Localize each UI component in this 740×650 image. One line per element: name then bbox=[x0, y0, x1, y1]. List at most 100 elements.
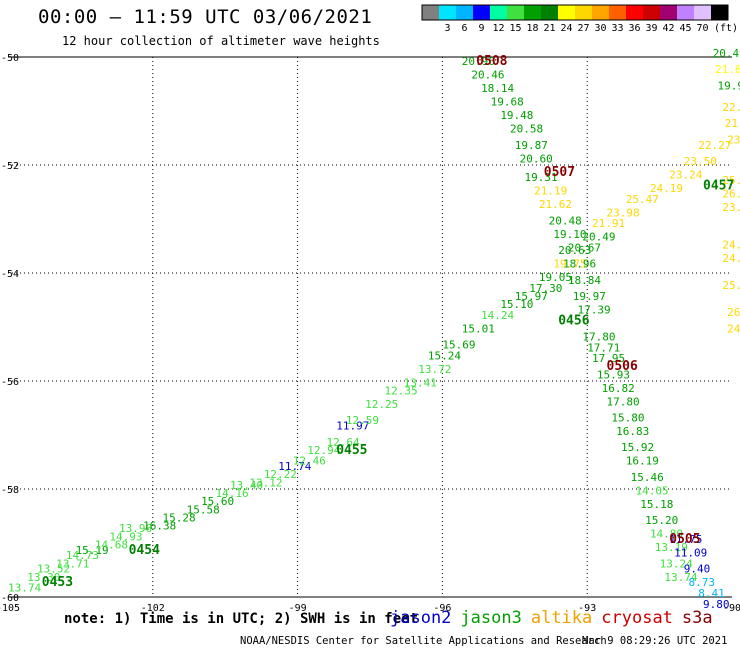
swh-value: 13.74 bbox=[8, 582, 41, 595]
swh-value: 20.67 bbox=[568, 241, 601, 254]
footnote: note: 1) Time is in UTC; 2) SWH is in fe… bbox=[64, 611, 419, 627]
time-label: 0505 bbox=[669, 532, 700, 547]
swh-value: 16.83 bbox=[616, 425, 649, 438]
swh-value: 26.64 bbox=[727, 306, 740, 319]
swh-value: 21.65 bbox=[715, 63, 740, 76]
swh-value: 13.40 bbox=[230, 479, 263, 492]
satellite-legend: jason2 jason3 altika cryosat s3a bbox=[390, 608, 722, 628]
swh-value: 9.80 bbox=[703, 598, 730, 611]
swh-value: 12.25 bbox=[365, 398, 398, 411]
swh-value: 17.71 bbox=[587, 341, 620, 354]
swh-value: 15.24 bbox=[428, 349, 461, 362]
swh-value: 15.69 bbox=[442, 339, 475, 352]
x-axis-ticks: -105 -102 -99 -96 -93 -90 bbox=[0, 603, 740, 614]
colorbar-label: 18 bbox=[526, 23, 538, 34]
x-tick-label: -93 bbox=[578, 603, 596, 614]
swh-value: 15.97 bbox=[515, 290, 548, 303]
swh-value: 21.19 bbox=[534, 185, 567, 198]
colorbar-label: 39 bbox=[645, 23, 657, 34]
swh-value: 15.28 bbox=[162, 511, 195, 524]
swh-value: 15.80 bbox=[611, 412, 644, 425]
y-axis-ticks: -60 -58 -56 -54 -52 -50 bbox=[1, 53, 19, 604]
swh-value: 8.41 bbox=[698, 587, 725, 600]
colorbar-label: 33 bbox=[611, 23, 623, 34]
generated-date: Mar 9 08:29:26 UTC 2021 bbox=[582, 635, 728, 647]
y-tick-label: -60 bbox=[1, 593, 19, 604]
colorbar-label: 12 bbox=[492, 23, 504, 34]
y-tick-label: -54 bbox=[1, 269, 19, 280]
x-tick-label: -99 bbox=[289, 603, 307, 614]
swh-value: 20.49 bbox=[582, 231, 615, 244]
chart-subtitle: 12 hour collection of altimeter wave hei… bbox=[62, 34, 380, 48]
swh-value: 11.09 bbox=[674, 547, 707, 560]
colorbar-label: 36 bbox=[628, 23, 640, 34]
swh-value: 14.16 bbox=[216, 487, 249, 500]
swh-value: 14.73 bbox=[66, 549, 99, 562]
y-tick-label: -58 bbox=[1, 485, 19, 496]
swh-value: 12.59 bbox=[346, 414, 379, 427]
swh-value: 19.31 bbox=[524, 171, 557, 184]
swh-value: 13.12 bbox=[249, 476, 282, 489]
time-label: 0508 bbox=[476, 54, 507, 69]
colorbar-swatch bbox=[575, 5, 592, 20]
swh-value: 23.50 bbox=[684, 155, 717, 168]
swh-value: 11.75 bbox=[669, 533, 702, 546]
swh-value: 15.19 bbox=[76, 544, 109, 557]
time-label: 0454 bbox=[129, 543, 160, 558]
colorbar-swatch bbox=[626, 5, 643, 20]
y-tick-label: -52 bbox=[1, 161, 19, 172]
swh-value: 15.01 bbox=[462, 322, 495, 335]
time-label: 0455 bbox=[336, 443, 367, 458]
time-label: 0506 bbox=[607, 359, 638, 374]
legend-s3a: s3a bbox=[681, 608, 713, 628]
swh-value: 14.93 bbox=[109, 530, 142, 543]
colorbar-swatch bbox=[660, 5, 677, 20]
wave-height-labels: 13.7413.3013.5213.7114.7315.1914.6814.93… bbox=[8, 47, 740, 611]
colorbar-swatch bbox=[643, 5, 660, 20]
swh-value: 23.94 bbox=[722, 201, 740, 214]
colorbar-swatch bbox=[677, 5, 694, 20]
swh-value: 17.30 bbox=[529, 282, 562, 295]
swh-value: 17.95 bbox=[592, 352, 625, 365]
swh-value: 9.40 bbox=[684, 563, 711, 576]
swh-value: 19.05 bbox=[539, 271, 572, 284]
swh-value: 19.10 bbox=[553, 228, 586, 241]
legend-jason3: jason3 bbox=[460, 608, 522, 628]
time-label: 0456 bbox=[558, 313, 589, 328]
swh-value: 15.60 bbox=[201, 495, 234, 508]
swh-value: 19.97 bbox=[573, 290, 606, 303]
colorbar-label: 15 bbox=[509, 23, 521, 34]
swh-value: 18.14 bbox=[481, 82, 514, 95]
swh-value: 13.72 bbox=[418, 363, 451, 376]
swh-value: 21.47 bbox=[725, 117, 740, 130]
x-tick-label: -90 bbox=[723, 603, 740, 614]
swh-value: 20.63 bbox=[558, 244, 591, 257]
swh-value: 16.82 bbox=[602, 382, 635, 395]
swh-value: 22.27 bbox=[698, 139, 731, 152]
swh-value: 17.80 bbox=[607, 395, 640, 408]
y-tick-label: -56 bbox=[1, 377, 19, 388]
swh-value: 15.93 bbox=[597, 368, 630, 381]
swh-value: 21.62 bbox=[539, 198, 572, 211]
x-tick-label: -102 bbox=[141, 603, 165, 614]
swh-value: 20.48 bbox=[549, 214, 582, 227]
colorbar-swatch bbox=[422, 5, 439, 20]
colorbar-swatch bbox=[711, 5, 728, 20]
colorbar-label: 70 bbox=[696, 23, 708, 34]
swh-value: 13.19 bbox=[655, 541, 688, 554]
x-tick-label: -105 bbox=[0, 603, 20, 614]
colorbar-border bbox=[421, 4, 729, 21]
swh-value: 18.96 bbox=[563, 258, 596, 271]
swh-value: 19.48 bbox=[500, 109, 533, 122]
time-label: 0507 bbox=[544, 165, 575, 180]
wave-height-colorbar: 3 6 9 12 15 18 21 24 27 30 33 36 39 42 45 70 (ft) bbox=[421, 4, 738, 34]
swh-value: 17.80 bbox=[582, 331, 615, 344]
swh-value: 11.97 bbox=[336, 420, 369, 433]
swh-value: 24.96 bbox=[722, 252, 740, 265]
chart-title: 00:00 – 11:59 UTC 03/06/2021 bbox=[38, 6, 373, 28]
colorbar-label: 30 bbox=[594, 23, 606, 34]
y-tick-label: -50 bbox=[1, 53, 19, 64]
colorbar-swatch bbox=[609, 5, 626, 20]
swh-value: 13.96 bbox=[119, 522, 152, 535]
